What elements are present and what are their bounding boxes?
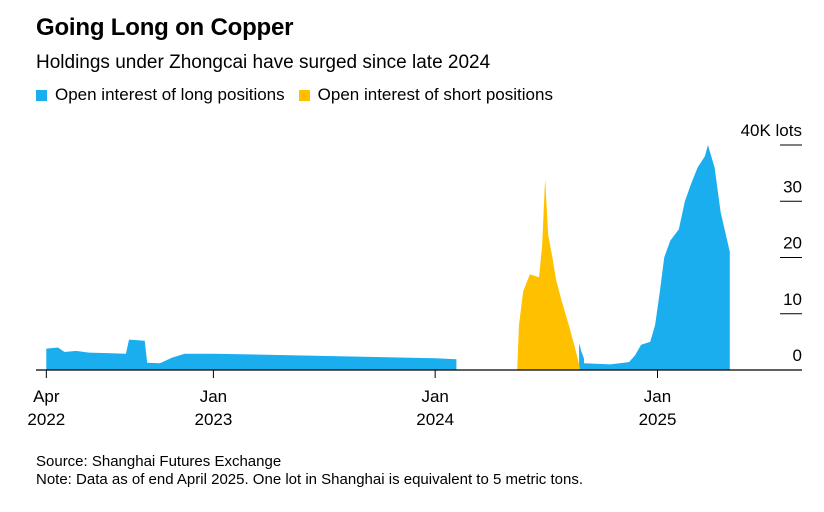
x-tick-label-month: Jan xyxy=(200,387,227,406)
y-tick-label: 30 xyxy=(783,177,802,196)
y-tick-label: 20 xyxy=(783,234,802,253)
legend-swatch-long xyxy=(36,89,47,101)
chart-subtitle: Holdings under Zhongcai have surged sinc… xyxy=(36,52,491,73)
x-tick-label-year: 2025 xyxy=(639,410,677,429)
y-tick-label: 10 xyxy=(783,290,802,309)
x-axis: Apr 2022 Jan 2023 Jan 2024 Jan 2025 xyxy=(27,370,676,429)
series-area-2 xyxy=(584,145,730,370)
x-tick-label-month: Apr xyxy=(33,387,60,406)
series-area-3 xyxy=(517,178,581,370)
chart-legend: Open interest of long positions Open int… xyxy=(36,85,567,105)
x-tick-label-year: 2022 xyxy=(27,410,65,429)
y-tick-label: 40K lots xyxy=(741,121,802,140)
legend-label-short: Open interest of short positions xyxy=(317,85,553,104)
y-axis: 0 10 20 30 40K lots xyxy=(741,121,802,365)
x-tick-label-month: Jan xyxy=(644,387,671,406)
legend-item-long: Open interest of long positions xyxy=(36,85,285,105)
chart-footer: Source: Shanghai Futures Exchange Note: … xyxy=(36,453,583,489)
series-areas xyxy=(46,145,730,370)
chart-plot: 0 10 20 30 40K lots Apr 2022 Jan 2023 Jan 2024 Jan… xyxy=(27,121,802,429)
legend-item-short: Open interest of short positions xyxy=(298,85,553,105)
chart-title: Going Long on Copper xyxy=(36,14,294,41)
data-note: Note: Data as of end April 2025. One lot… xyxy=(36,471,583,488)
legend-swatch-short xyxy=(298,89,310,101)
x-tick-label-month: Jan xyxy=(421,387,448,406)
series-area-1 xyxy=(579,343,584,370)
legend-label-long: Open interest of long positions xyxy=(55,85,285,104)
x-tick-label-year: 2023 xyxy=(194,410,232,429)
series-area-0 xyxy=(46,339,457,370)
y-tick-label: 0 xyxy=(793,346,802,365)
x-tick-label-year: 2024 xyxy=(416,410,454,429)
source-note: Source: Shanghai Futures Exchange xyxy=(36,453,282,470)
